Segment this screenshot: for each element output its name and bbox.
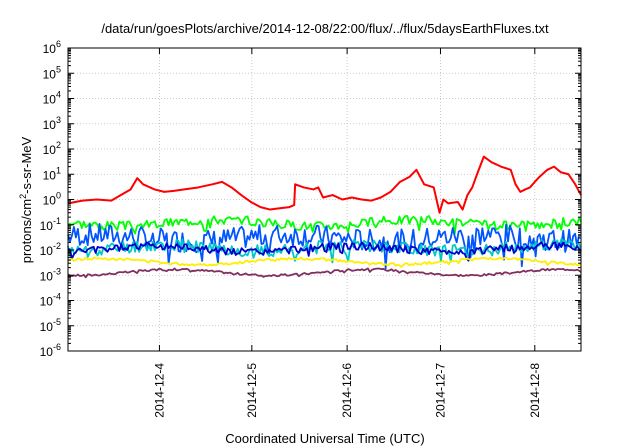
x-tick-label: 2014-12-6: [340, 363, 354, 418]
y-tick-label: 10-1: [40, 216, 61, 233]
y-axis-label-suffix: -s-sr-MeV: [19, 136, 34, 193]
series-line-2: [67, 215, 582, 235]
y-tick-label: 10-5: [40, 317, 61, 334]
y-tick-label: 10-4: [40, 292, 61, 309]
y-tick-label: 100: [43, 191, 61, 208]
y-tick-label: 10-2: [40, 241, 61, 258]
y-tick-label: 104: [43, 90, 61, 107]
x-tick-label: 2014-12-8: [528, 363, 542, 418]
x-tick-label: 2014-12-7: [433, 363, 447, 418]
grid-lines: [68, 48, 581, 351]
y-axis-label-prefix: protons/cm: [19, 199, 34, 263]
y-tick-label: 102: [43, 140, 61, 157]
x-axis: 2014-12-4 2014-12-5 2014-12-6 2014-12-7 2014…: [152, 48, 542, 418]
plot-series: [67, 155, 582, 279]
y-tick-label: 105: [43, 64, 61, 81]
y-axis-label: protons/cm2-s-sr-MeV: [18, 136, 34, 263]
x-tick-label: 2014-12-4: [152, 363, 166, 418]
y-axis-label-sup: 2: [18, 194, 28, 199]
series-line-7: [67, 267, 582, 279]
y-tick-label: 103: [43, 115, 61, 132]
x-tick-label: 2014-12-5: [245, 363, 259, 418]
y-tick-label: 10-3: [40, 266, 61, 283]
series-line-3: [67, 223, 582, 270]
series-line-5: [67, 241, 582, 262]
series-line-1: [67, 155, 582, 214]
x-axis-label: Coordinated Universal Time (UTC): [225, 431, 424, 446]
series-line-6: [67, 256, 582, 268]
y-axis: 10-6 10-5 10-4 10-3 10-2 10-1 100 101 102 103 104 1…: [40, 39, 581, 359]
chart-title: /data/run/goesPlots/archive/2014-12-08/2…: [101, 21, 549, 36]
y-tick-label: 101: [43, 165, 61, 182]
y-tick-label: 106: [43, 39, 61, 56]
y-tick-label: 10-6: [40, 342, 61, 359]
